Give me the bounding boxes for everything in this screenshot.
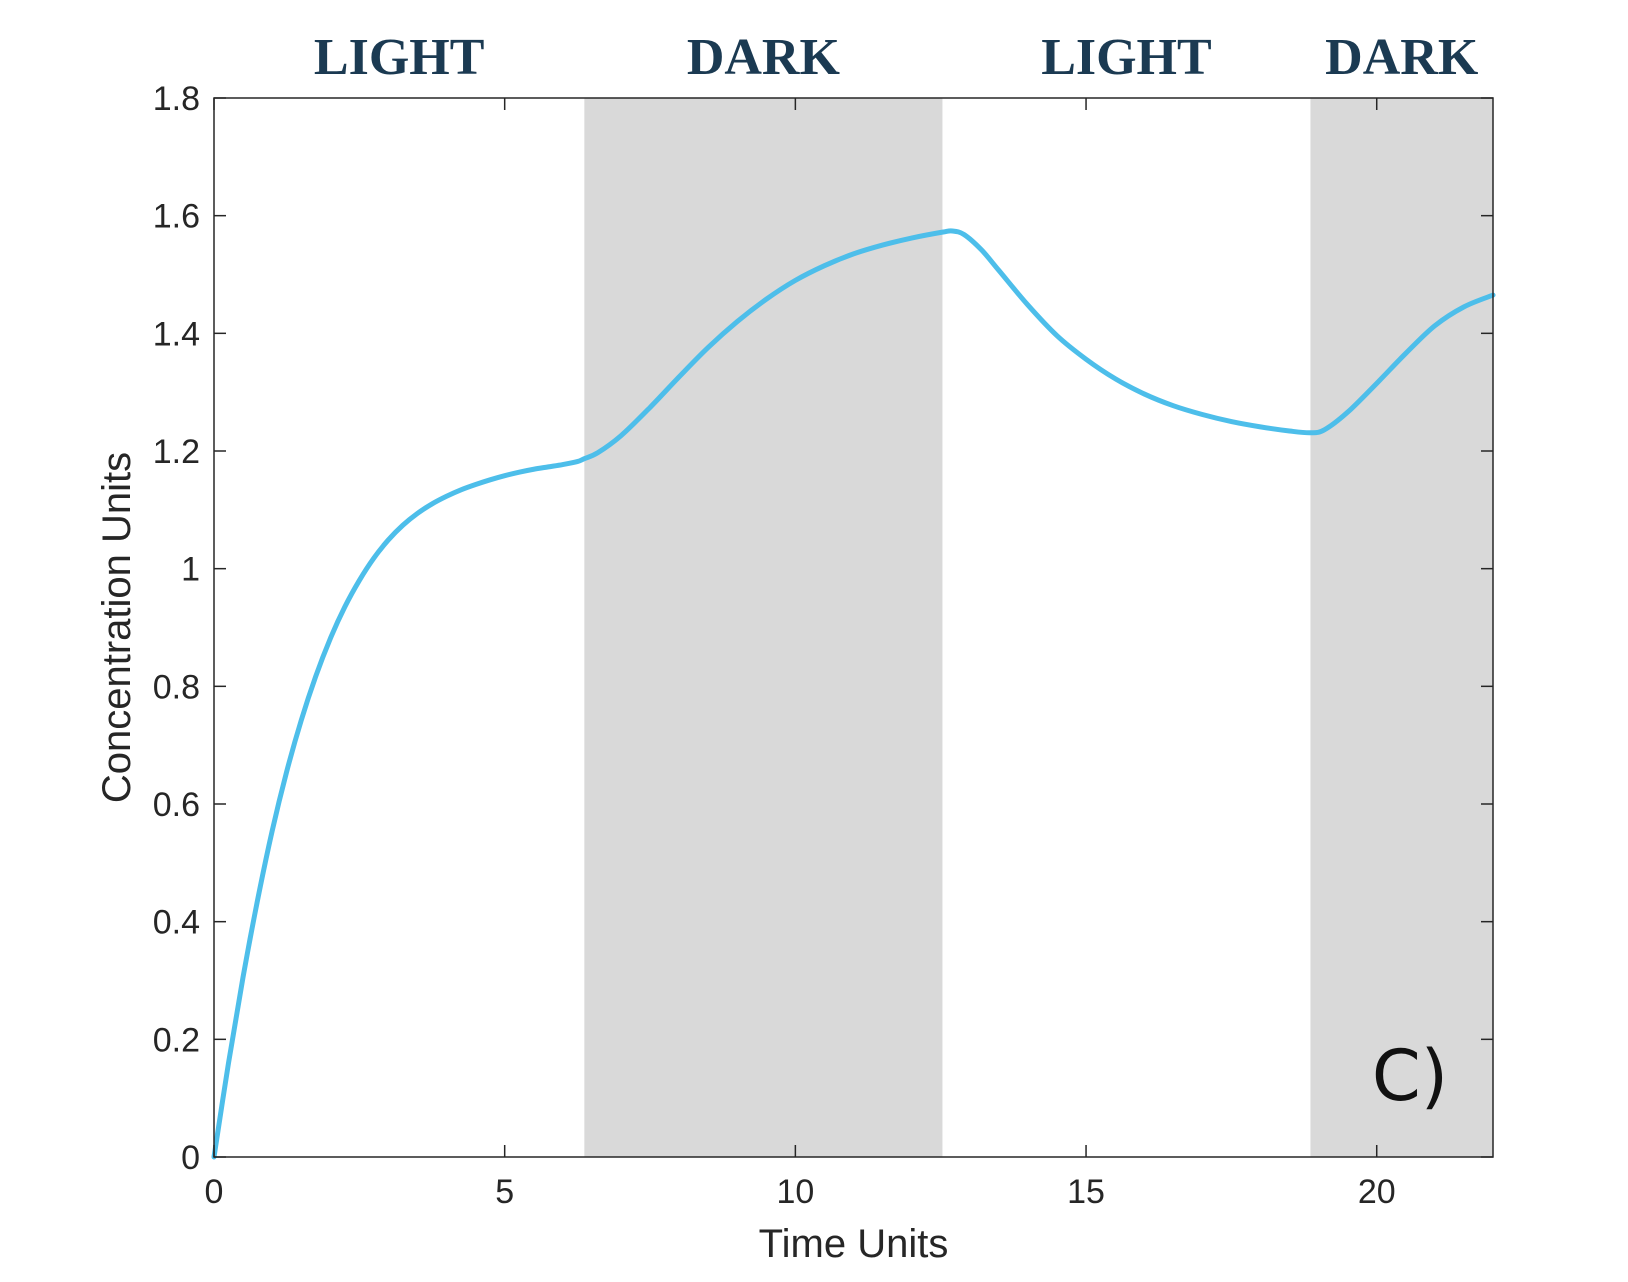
y-tick-label: 0.8 bbox=[153, 668, 200, 706]
y-tick-label: 0.2 bbox=[153, 1021, 200, 1059]
phase-label-dark: DARK bbox=[687, 29, 841, 86]
concentration-series-line bbox=[211, 228, 1496, 1160]
y-tick-label: 0.6 bbox=[153, 786, 200, 824]
y-tick-label: 1 bbox=[181, 551, 200, 589]
y-tick-label: 1.8 bbox=[153, 80, 200, 118]
plot-frame bbox=[213, 97, 1494, 1158]
series-layer bbox=[211, 228, 1496, 1160]
y-tick-label: 1.2 bbox=[153, 433, 200, 471]
phase-bands bbox=[584, 98, 1493, 1157]
dark-phase-band bbox=[1310, 98, 1493, 1157]
phase-label-dark: DARK bbox=[1325, 29, 1479, 86]
dark-phase-band bbox=[584, 98, 943, 1157]
x-tick-label: 15 bbox=[1067, 1173, 1105, 1211]
y-axis-title: Concentration Units bbox=[95, 452, 139, 803]
y-tick-label: 0.4 bbox=[153, 904, 200, 942]
x-tick-label: 5 bbox=[495, 1173, 514, 1211]
phase-label-light: LIGHT bbox=[314, 29, 485, 86]
y-axis: 0 0.2 0.4 0.6 0.8 1 1.2 1.4 1.6 1.8 bbox=[153, 80, 1493, 1177]
x-axis-title: Time Units bbox=[759, 1222, 949, 1266]
x-tick-label: 10 bbox=[776, 1173, 814, 1211]
phase-label-light: LIGHT bbox=[1041, 29, 1212, 86]
panel-label: C) bbox=[1372, 1035, 1448, 1117]
x-axis: 0 5 10 15 20 bbox=[205, 98, 1396, 1211]
phase-labels: LIGHT DARK LIGHT DARK bbox=[314, 29, 1479, 86]
y-tick-label: 0 bbox=[181, 1139, 200, 1177]
y-tick-label: 1.4 bbox=[153, 315, 200, 353]
y-tick-label: 1.6 bbox=[153, 198, 200, 236]
x-tick-label: 0 bbox=[205, 1173, 224, 1211]
x-tick-label: 20 bbox=[1358, 1173, 1396, 1211]
